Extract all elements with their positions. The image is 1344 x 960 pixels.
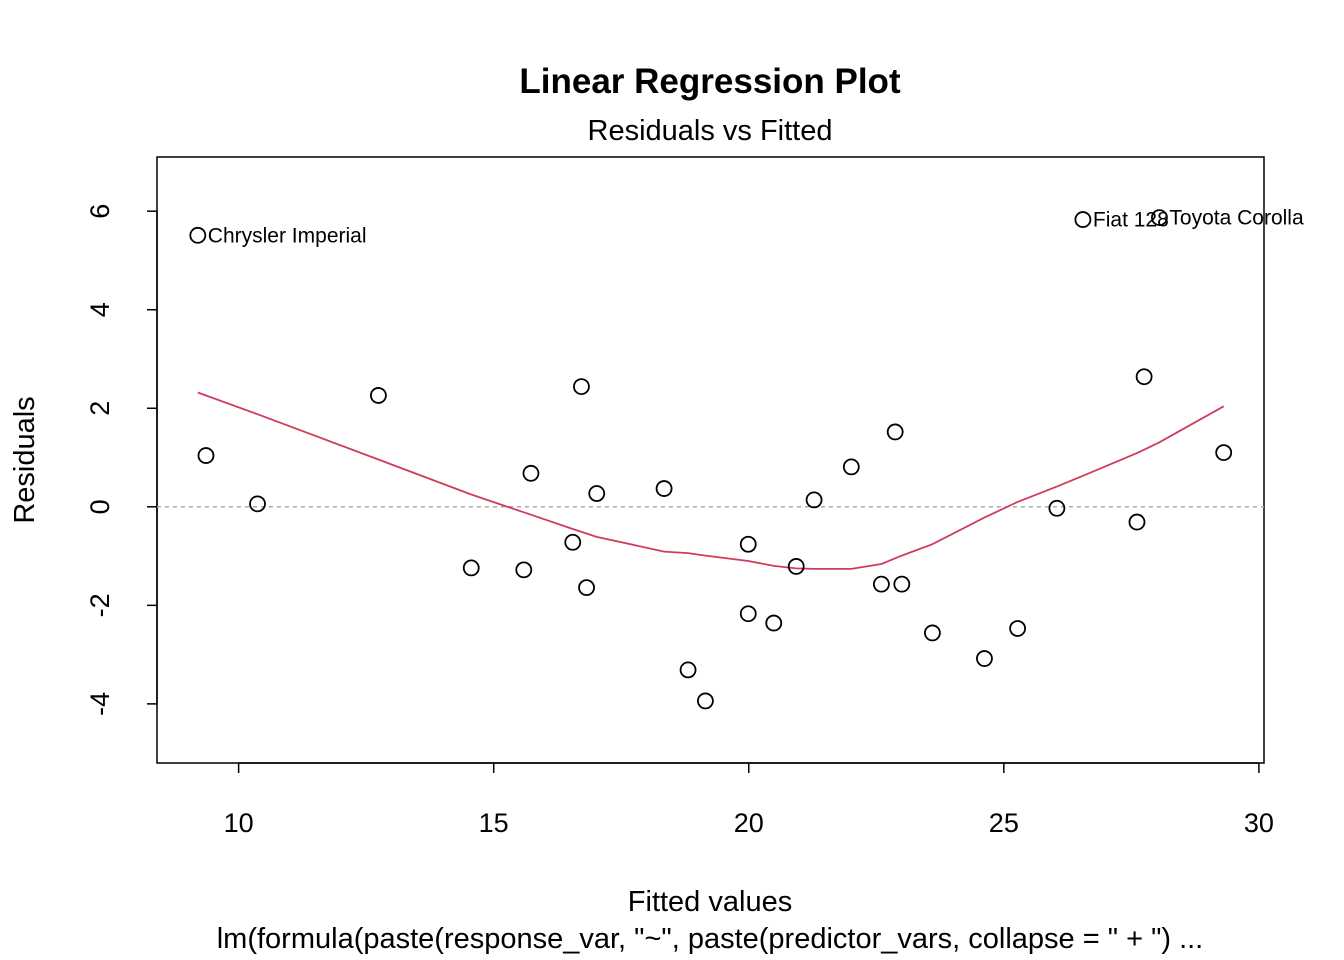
point-label: Toyota Corolla bbox=[1169, 207, 1304, 230]
y-tick-label: -2 bbox=[85, 593, 115, 617]
data-point bbox=[1009, 620, 1027, 637]
data-point bbox=[1135, 368, 1153, 386]
data-point bbox=[696, 692, 714, 710]
data-point bbox=[1215, 444, 1233, 462]
data-point bbox=[522, 464, 540, 482]
x-tick-label: 25 bbox=[989, 808, 1019, 838]
data-point bbox=[189, 226, 207, 244]
model-caption: lm(formula(paste(response_var, "~", past… bbox=[217, 923, 1204, 955]
data-point bbox=[1048, 499, 1066, 517]
point-label: Chrysler Imperial bbox=[208, 224, 367, 247]
data-point bbox=[679, 661, 697, 679]
data-point bbox=[462, 559, 480, 577]
data-point bbox=[573, 378, 590, 395]
data-point bbox=[787, 558, 805, 575]
data-point bbox=[893, 575, 911, 593]
plot-frame bbox=[156, 156, 1265, 764]
y-tick-label: -4 bbox=[85, 692, 115, 716]
data-point bbox=[588, 485, 606, 502]
point-label: Fiat 128 bbox=[1093, 209, 1169, 232]
smooth-line bbox=[197, 391, 1225, 570]
data-point bbox=[578, 579, 595, 597]
data-point bbox=[739, 535, 757, 553]
data-point bbox=[564, 533, 582, 551]
data-point bbox=[805, 491, 823, 509]
data-point bbox=[369, 387, 387, 404]
data-point bbox=[1151, 209, 1168, 227]
y-tick-label: 4 bbox=[85, 302, 115, 317]
x-axis: 10 15 20 25 30 bbox=[224, 762, 1274, 838]
x-tick-label: 20 bbox=[734, 808, 764, 838]
data-point bbox=[872, 575, 890, 593]
data-point bbox=[197, 447, 215, 464]
data-point bbox=[765, 614, 783, 632]
data-point bbox=[1128, 513, 1146, 531]
data-points bbox=[189, 209, 1233, 710]
y-axis: -4 -2 0 2 4 6 bbox=[85, 204, 158, 716]
data-point bbox=[886, 423, 904, 441]
point-labels: Chrysler Imperial Fiat 128 Toyota Corolla bbox=[208, 207, 1304, 248]
x-tick-label: 10 bbox=[224, 808, 254, 838]
data-point bbox=[842, 458, 860, 476]
data-point bbox=[1074, 211, 1092, 228]
x-tick-label: 15 bbox=[479, 808, 509, 838]
y-tick-label: 2 bbox=[85, 401, 115, 416]
data-point bbox=[739, 605, 757, 623]
data-point bbox=[515, 561, 533, 579]
y-tick-label: 0 bbox=[85, 499, 115, 514]
chart-subtitle: Residuals vs Fitted bbox=[588, 115, 833, 147]
data-point bbox=[655, 480, 673, 497]
x-tick-label: 30 bbox=[1244, 808, 1274, 838]
data-point bbox=[976, 650, 993, 667]
lowess-curve bbox=[197, 391, 1225, 570]
y-tick-label: 6 bbox=[85, 204, 115, 219]
data-point bbox=[249, 495, 266, 513]
x-axis-label: Fitted values bbox=[628, 886, 792, 918]
data-point bbox=[924, 624, 941, 642]
y-axis-label: Residuals bbox=[9, 396, 41, 523]
chart-title: Linear Regression Plot bbox=[519, 62, 901, 101]
